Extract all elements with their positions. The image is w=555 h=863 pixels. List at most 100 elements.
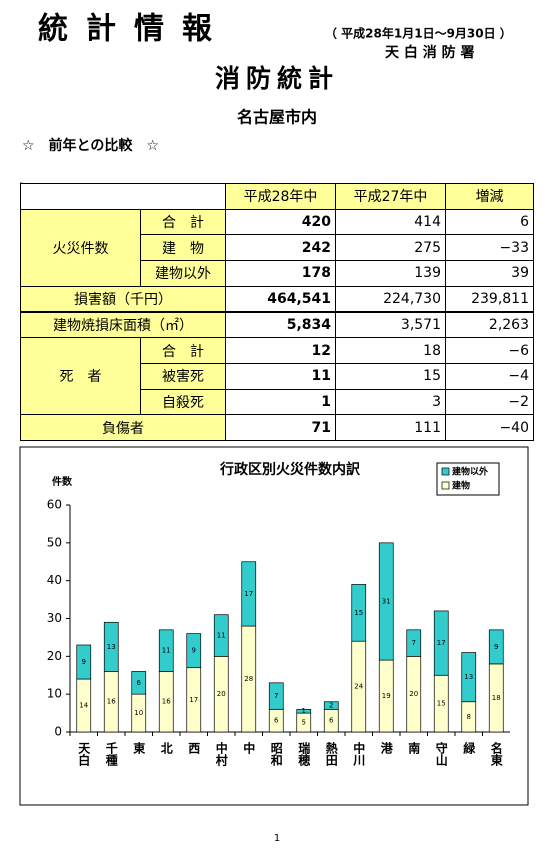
- value-label: 9: [192, 647, 196, 655]
- table-value: 1: [225, 388, 336, 416]
- value-label: 6: [274, 717, 279, 725]
- value-label: 20: [217, 690, 226, 698]
- bar-segment: [351, 584, 367, 642]
- table-value: 420: [225, 208, 336, 236]
- row-label: 損害額（千円）: [20, 285, 226, 313]
- x-tick-label: 千種: [104, 741, 118, 767]
- x-tick-label: 名東: [489, 741, 503, 767]
- value-label: 7: [412, 639, 416, 647]
- legend-label: 建物以外: [452, 466, 488, 478]
- value-label: 15: [354, 609, 363, 617]
- table-value: −33: [445, 234, 534, 262]
- table-value: 242: [225, 234, 336, 262]
- row-label: 自殺死: [140, 388, 226, 416]
- bar-segment: [323, 701, 339, 710]
- bar-segment: [406, 629, 422, 657]
- value-label: 9: [82, 658, 86, 666]
- bar-segment: [103, 621, 119, 672]
- table-value: −40: [445, 414, 534, 441]
- table-value: 6: [445, 208, 534, 236]
- x-tick-label: 守山: [434, 741, 448, 767]
- table-corner: [20, 183, 226, 210]
- x-tick-label: 南: [407, 741, 421, 755]
- column-header: 平成27年中: [335, 183, 446, 210]
- table-value: 39: [445, 260, 534, 287]
- row-label: 建物以外: [140, 260, 226, 287]
- value-label: 16: [107, 698, 116, 706]
- value-label: 9: [494, 643, 498, 651]
- x-tick-label: 中: [242, 741, 256, 755]
- bar-segment: [76, 644, 92, 680]
- value-label: 1: [302, 707, 306, 715]
- bar-segment: [158, 629, 174, 672]
- row-label: 被害死: [140, 362, 226, 390]
- value-label: 5: [302, 719, 306, 727]
- bar-segment: [433, 610, 449, 676]
- value-label: 19: [382, 692, 391, 700]
- value-label: 13: [107, 643, 116, 651]
- legend-swatch: [441, 481, 450, 490]
- bar-segment: [131, 671, 147, 695]
- x-tick-label: 中村: [214, 741, 228, 767]
- value-label: 7: [274, 692, 278, 700]
- y-tick-label: 10: [47, 687, 62, 701]
- x-tick-label: 天白: [77, 742, 91, 767]
- x-tick-label: 緑: [462, 741, 476, 755]
- value-label: 6: [137, 679, 142, 687]
- y-axis-label: 件数: [52, 475, 73, 488]
- bar-segment: [296, 708, 312, 714]
- x-tick-label: 中川: [352, 741, 366, 766]
- table-value: 224,730: [335, 285, 446, 313]
- group-label: 死 者: [20, 337, 141, 416]
- value-label: 6: [329, 717, 334, 725]
- column-header: 平成28年中: [225, 183, 336, 210]
- x-tick-label: 東: [132, 741, 146, 755]
- bar-segment: [241, 561, 257, 627]
- table-value: 12: [225, 337, 336, 364]
- row-label: 合 計: [140, 208, 226, 236]
- group-label: 火災件数: [20, 208, 141, 287]
- table-value: 15: [335, 362, 446, 390]
- row-label: 合 計: [140, 337, 226, 364]
- table-value: 18: [335, 337, 446, 364]
- value-label: 11: [217, 632, 226, 640]
- value-label: 2: [329, 702, 333, 710]
- table-value: 178: [225, 260, 336, 287]
- table-value: 414: [335, 208, 446, 236]
- section-heading: ☆ 前年との比較 ☆: [22, 137, 159, 154]
- y-tick-label: 0: [54, 725, 62, 739]
- region: 名古屋市内: [237, 108, 317, 127]
- table-value: −6: [445, 337, 534, 364]
- period: （ 平成28年1月1日～9月30日 ）: [325, 26, 512, 41]
- x-tick-label: 昭和: [269, 742, 283, 767]
- x-tick-label: 港: [379, 741, 393, 755]
- x-tick-label: 北: [159, 741, 173, 755]
- value-label: 14: [79, 702, 88, 710]
- x-tick-label: 瑞穂: [297, 741, 311, 767]
- value-label: 17: [189, 696, 198, 704]
- table-value: 2,263: [445, 311, 534, 339]
- subtitle: 消防統計: [215, 64, 339, 93]
- y-tick-label: 30: [47, 611, 62, 625]
- table-value: 139: [335, 260, 446, 287]
- value-label: 24: [354, 683, 363, 691]
- value-label: 17: [437, 639, 446, 647]
- column-header: 増減: [445, 183, 534, 210]
- page-number: 1: [274, 833, 280, 844]
- value-label: 31: [382, 597, 391, 605]
- table-value: 71: [225, 414, 336, 441]
- table-value: −2: [445, 388, 534, 416]
- value-label: 28: [244, 675, 253, 683]
- bar-segment: [213, 614, 229, 657]
- row-label: 負傷者: [20, 414, 226, 441]
- bar-segment: [461, 652, 477, 703]
- table-value: 5,834: [225, 311, 336, 339]
- station: 天 白 消 防 署: [385, 44, 475, 61]
- chart-title: 行政区別火災件数内訳: [219, 461, 361, 478]
- y-tick-label: 60: [47, 498, 62, 512]
- table-value: 3,571: [335, 311, 446, 339]
- legend-swatch: [441, 467, 450, 476]
- bar-segment: [488, 629, 504, 665]
- value-label: 11: [162, 647, 171, 655]
